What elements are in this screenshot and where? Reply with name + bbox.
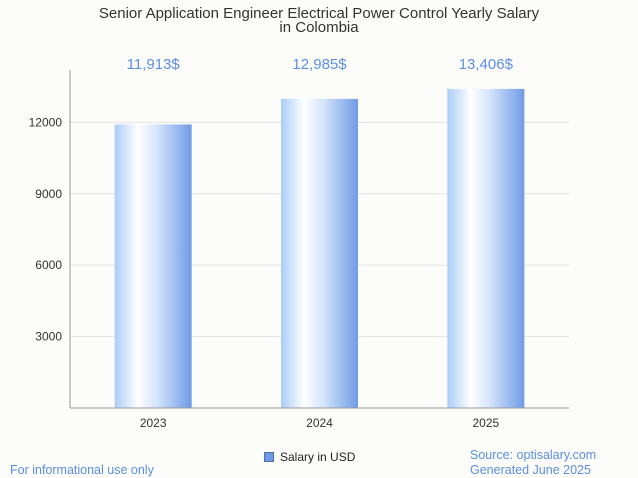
disclaimer-note: For informational use only <box>10 463 154 477</box>
bar-2024[interactable] <box>281 98 358 409</box>
legend-label: Salary in USD <box>280 450 356 464</box>
legend-swatch <box>264 452 274 462</box>
chart-title-line-2: in Colombia <box>279 19 359 36</box>
y-tick-label: 3000 <box>35 330 62 344</box>
chart-title-line-1: Senior Application Engineer Electrical P… <box>99 5 540 22</box>
chart-legend: Salary in USD <box>264 450 355 464</box>
source-note: Source: optisalary.com <box>470 448 597 462</box>
x-tick-label-2024: 2024 <box>306 416 333 430</box>
bar-2023[interactable] <box>114 124 192 408</box>
y-tick-label: 12000 <box>29 115 63 129</box>
generated-note: Generated June 2025 <box>470 463 591 477</box>
x-tick-label-2023: 2023 <box>140 416 167 430</box>
data-label-2024: 12,985$ <box>292 56 347 73</box>
x-tick-label-2025: 2025 <box>472 416 499 430</box>
y-tick-label: 9000 <box>35 187 62 201</box>
y-tick-label: 6000 <box>35 258 62 272</box>
data-label-2025: 13,406$ <box>459 56 514 73</box>
data-label-2023: 11,913$ <box>127 56 181 73</box>
bar-2025[interactable] <box>447 88 525 408</box>
